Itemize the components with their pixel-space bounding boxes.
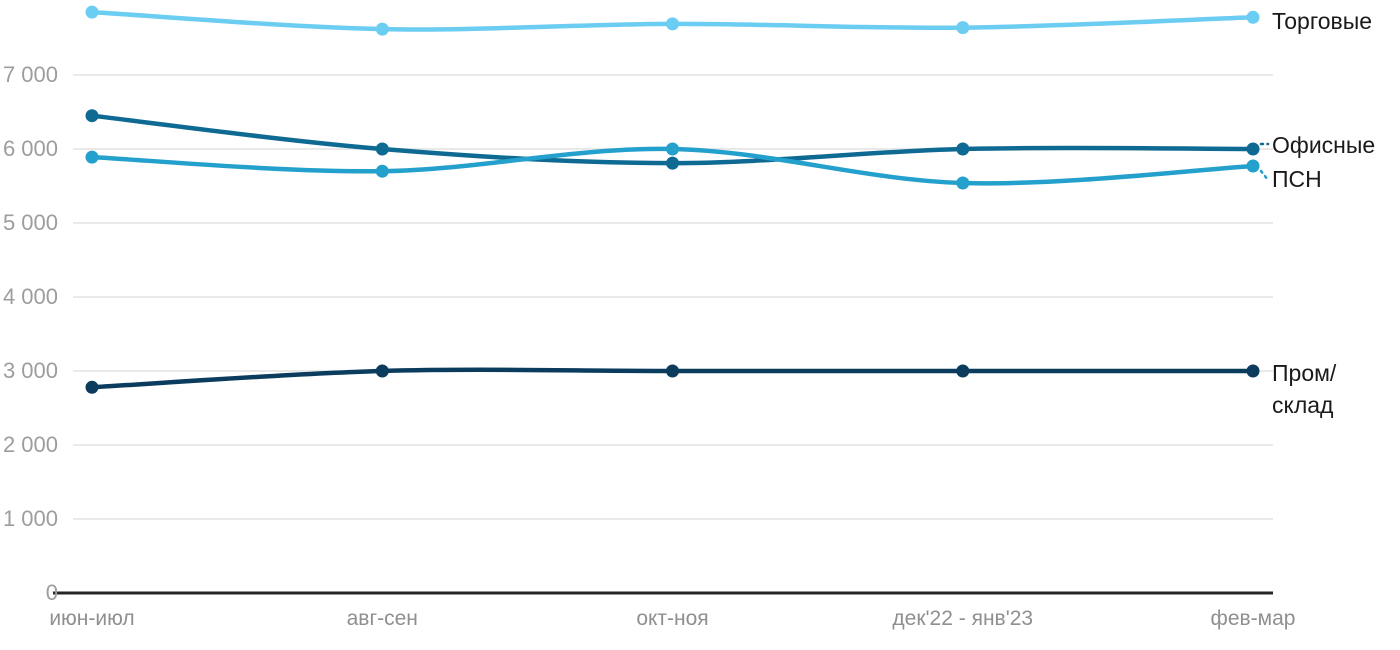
series-line (89, 113, 1256, 166)
data-point[interactable] (85, 380, 99, 394)
x-tick-label: окт-ноя (636, 607, 709, 630)
data-point[interactable] (666, 364, 679, 378)
data-point[interactable] (85, 5, 99, 19)
data-point[interactable] (1246, 364, 1260, 378)
y-tick-label: 4 000 (2, 284, 58, 309)
y-tick-label: 6 000 (2, 136, 58, 161)
data-point[interactable] (956, 364, 970, 378)
data-point[interactable] (666, 156, 679, 170)
y-tick-label: 5 000 (2, 210, 58, 235)
y-tick-label: 1 000 (2, 506, 58, 531)
data-point[interactable] (666, 17, 679, 31)
data-point[interactable] (1246, 142, 1260, 156)
x-tick-label: фев-мар (1210, 607, 1296, 630)
data-point[interactable] (956, 21, 970, 35)
x-tick-label: авг-сен (346, 607, 418, 630)
data-point[interactable] (375, 164, 389, 178)
y-tick-label: 2 000 (2, 432, 58, 457)
series-label: Офисные (1272, 132, 1376, 158)
data-point[interactable] (956, 176, 970, 190)
series-label: Торговые (1272, 8, 1373, 35)
data-point[interactable] (956, 142, 970, 156)
data-point[interactable] (85, 150, 99, 164)
series-label: ПСН (1272, 166, 1322, 193)
data-point[interactable] (1246, 10, 1260, 24)
y-tick-label: 7 000 (2, 62, 58, 87)
y-tick-label: 0 (45, 580, 58, 605)
label-connector-line (1259, 169, 1270, 182)
y-tick-label: 3 000 (2, 358, 58, 383)
x-tick-label: дек'22 - янв'23 (892, 607, 1034, 630)
series-label: Пром/ склад (1272, 360, 1337, 418)
data-point[interactable] (375, 142, 389, 156)
data-point[interactable] (1246, 159, 1260, 173)
data-point[interactable] (375, 22, 389, 36)
data-point[interactable] (375, 364, 389, 378)
data-point[interactable] (85, 109, 99, 123)
x-tick-label: июн-июл (49, 607, 135, 630)
data-point[interactable] (666, 142, 679, 156)
